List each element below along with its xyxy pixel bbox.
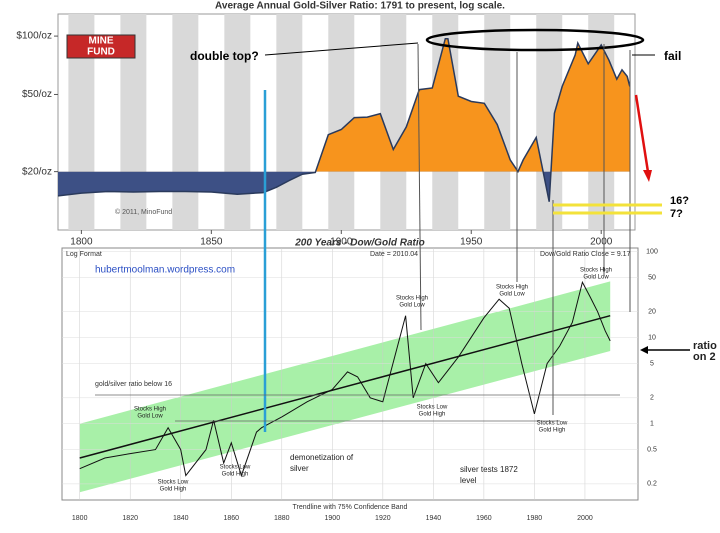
annotation: Stocks Low bbox=[158, 480, 189, 486]
annotation: Stocks Low bbox=[220, 465, 251, 471]
y-tick-label: 0.5 bbox=[647, 446, 657, 453]
annotation: Stocks High bbox=[134, 407, 166, 413]
y-tick-label: $100/oz bbox=[16, 31, 52, 42]
annotation: Gold Low bbox=[137, 414, 163, 420]
logo: MINE bbox=[89, 36, 114, 47]
annotation: Gold High bbox=[160, 487, 187, 493]
credit: © 2011, MinoFund bbox=[115, 208, 172, 216]
x-tick-label: 1850 bbox=[200, 237, 223, 248]
annotation: Stocks High bbox=[496, 285, 528, 291]
y-tick-label: 100 bbox=[646, 248, 658, 255]
x-tick-label: 1800 bbox=[70, 237, 93, 248]
y-tick-label: 10 bbox=[648, 334, 656, 341]
y-tick-label: $50/oz bbox=[22, 89, 52, 100]
annotation: demonetization of bbox=[290, 453, 354, 462]
header: Date = 2010.04 bbox=[370, 251, 418, 258]
marks bbox=[57, 37, 631, 478]
highlight-ellipse bbox=[425, 28, 645, 52]
arrow bbox=[264, 42, 419, 56]
x-tick-label: 1840 bbox=[173, 515, 189, 522]
annotation: Gold High bbox=[222, 472, 249, 478]
chart-title: Average Annual Gold-Silver Ratio: 1791 t… bbox=[215, 1, 505, 12]
stripe bbox=[224, 14, 251, 230]
annotation: 16? bbox=[670, 195, 689, 207]
x-tick-label: 1940 bbox=[426, 515, 442, 522]
x-tick-label: 1880 bbox=[274, 515, 290, 522]
annotation: Gold Low bbox=[399, 303, 425, 309]
red-arrow-head bbox=[643, 170, 652, 182]
area-below bbox=[58, 171, 630, 202]
annotation: Gold High bbox=[539, 428, 566, 434]
logo: FUND bbox=[87, 47, 115, 58]
area-above bbox=[315, 38, 630, 172]
annotation: Gold High bbox=[419, 412, 446, 418]
footer: Trendline with 75% Confidence Band bbox=[293, 504, 408, 511]
annotation: level bbox=[460, 476, 477, 485]
annotation: hubertmoolman.wordpress.com bbox=[95, 265, 235, 276]
annotation: double top? bbox=[190, 49, 259, 63]
annotation: Gold Low bbox=[499, 292, 525, 298]
line bbox=[79, 280, 611, 478]
annotation: Gold Low bbox=[583, 275, 609, 281]
y-tick-label: 1 bbox=[650, 421, 654, 428]
stripe bbox=[276, 14, 303, 230]
annotation: Stocks High bbox=[580, 268, 612, 274]
chart-title: 200 Years - Dow/Gold Ratio bbox=[294, 238, 424, 249]
trendline bbox=[79, 314, 611, 459]
y-tick-label: $20/oz bbox=[22, 166, 52, 177]
annotation: gold/silver ratio below 16 bbox=[95, 381, 172, 388]
x-tick-label: 1980 bbox=[527, 515, 543, 522]
x-tick-label: 1900 bbox=[325, 515, 341, 522]
annotation: ratio bbox=[693, 340, 717, 352]
arrow-head bbox=[640, 346, 648, 354]
x-tick-label: 1960 bbox=[476, 515, 492, 522]
annotation: Stocks Low bbox=[417, 405, 448, 411]
annotation: silver tests 1872 bbox=[460, 465, 518, 474]
stripe bbox=[172, 14, 199, 230]
x-tick-label: 1920 bbox=[375, 515, 391, 522]
y-tick-label: 0.2 bbox=[647, 481, 657, 488]
x-tick-label: 2000 bbox=[577, 515, 593, 522]
annotation: 7? bbox=[670, 208, 683, 220]
x-tick-label: 1950 bbox=[460, 237, 483, 248]
annotation: on 2 bbox=[693, 351, 716, 363]
annotation: Stocks High bbox=[396, 296, 428, 302]
x-tick-label: 2000 bbox=[590, 237, 613, 248]
annotation: Stocks Low bbox=[537, 421, 568, 427]
x-tick-label: 1800 bbox=[72, 515, 88, 522]
x-tick-label: 1900 bbox=[330, 237, 353, 248]
y-tick-label: 5 bbox=[650, 360, 654, 367]
annotation: fail bbox=[664, 49, 681, 63]
x-tick-label: 1860 bbox=[223, 515, 239, 522]
red-arrow bbox=[634, 94, 650, 173]
annotation: silver bbox=[290, 464, 309, 473]
logo-box bbox=[66, 34, 136, 59]
decorations: MINE FUND © 2011, MinoFund Average Annua… bbox=[66, 1, 717, 511]
y-tick-label: 20 bbox=[648, 309, 656, 316]
stripe bbox=[380, 14, 407, 230]
y-tick-label: 2 bbox=[650, 395, 654, 402]
header: Log Format bbox=[66, 251, 102, 258]
x-tick-label: 1820 bbox=[122, 515, 138, 522]
y-tick-label: 50 bbox=[648, 274, 656, 281]
line bbox=[57, 37, 631, 202]
header: Dow/Gold Ratio Close = 9.17 bbox=[540, 251, 631, 258]
connector bbox=[417, 43, 422, 331]
